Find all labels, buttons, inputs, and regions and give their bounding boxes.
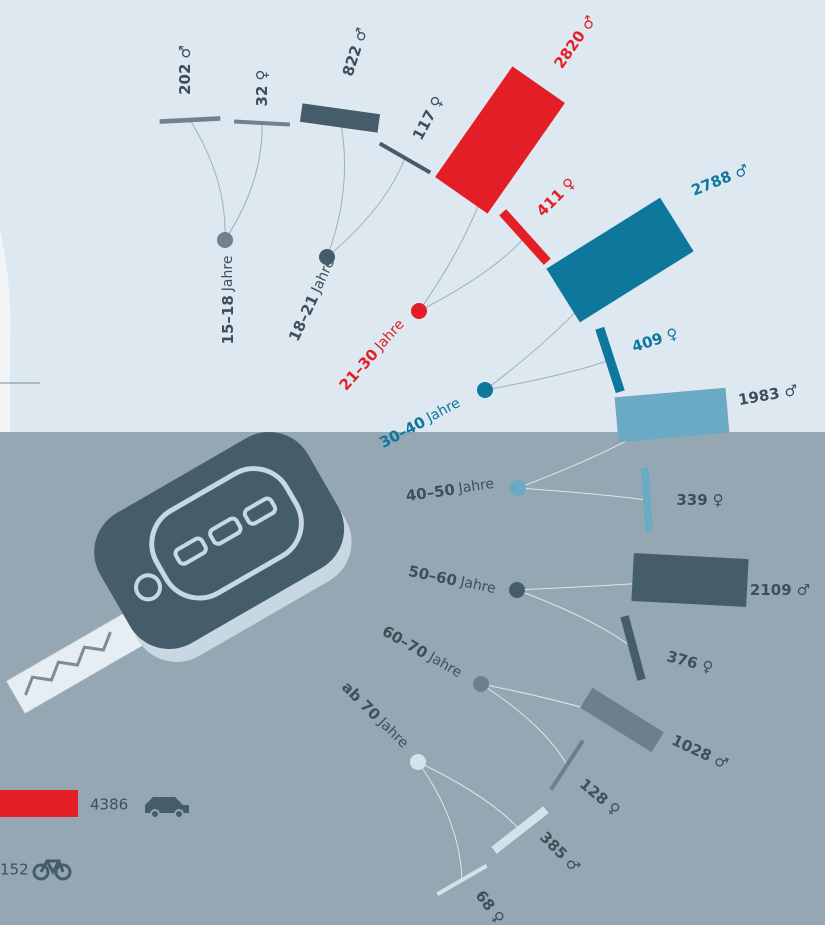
age-dot — [473, 676, 489, 692]
bike-wheel — [32, 863, 50, 881]
connector — [418, 236, 526, 312]
key-button — [208, 516, 243, 546]
bike-total: 152 — [0, 861, 29, 879]
bike-frame — [39, 859, 65, 876]
bar — [640, 467, 654, 533]
car-bar — [0, 790, 78, 817]
connector — [417, 761, 463, 881]
connector — [517, 487, 648, 501]
connector — [484, 359, 611, 391]
value-label: 2109 ♂ — [750, 581, 810, 599]
value: 202 — [176, 64, 194, 95]
gender-symbol: ♂ — [176, 45, 194, 58]
connector — [326, 117, 346, 258]
circle-edge — [0, 230, 11, 432]
key-button — [242, 496, 278, 526]
gender-symbol: ♀ — [253, 70, 271, 81]
age-dot — [411, 303, 427, 319]
labels: 202♂32♀15–18Jahre822♂117♀18–21Jahre2820♂… — [176, 12, 811, 925]
car-icon — [145, 797, 189, 819]
age: 15–18 — [219, 295, 237, 344]
bar — [159, 116, 221, 124]
bar — [378, 141, 432, 175]
bar — [436, 864, 488, 896]
value: 339 — [676, 491, 707, 509]
age-label: 15–18 Jahre — [219, 256, 237, 345]
gender-symbol: ♀ — [713, 491, 724, 509]
bar — [499, 209, 551, 265]
key-buttons-outline — [149, 466, 304, 601]
bar — [435, 66, 565, 214]
bars — [159, 66, 749, 896]
unit: Jahre — [220, 256, 236, 293]
car-wheel — [150, 809, 160, 819]
age-dot — [477, 382, 493, 398]
age-dot — [510, 480, 526, 496]
gender-symbol: ♀ — [700, 656, 715, 676]
age-dot — [217, 232, 233, 248]
top-background — [0, 0, 825, 432]
age-dot — [509, 582, 525, 598]
connector — [224, 122, 263, 241]
age-dot — [319, 249, 335, 265]
key-button — [173, 536, 208, 566]
value-label: 202 ♂ — [176, 45, 194, 95]
bar — [580, 687, 664, 753]
bar — [491, 806, 549, 854]
bar — [549, 739, 585, 791]
bar — [233, 119, 291, 127]
gender-symbol: ♀ — [664, 324, 680, 345]
gender-symbol: ♂ — [732, 160, 751, 182]
unit: Jahre — [458, 574, 497, 597]
value: 2109 — [750, 581, 792, 599]
gender-symbol: ♂ — [797, 581, 810, 599]
bar — [620, 615, 646, 681]
connector — [480, 683, 568, 766]
value-label: 32 ♀ — [253, 70, 271, 107]
bar — [546, 197, 694, 323]
connector — [326, 157, 406, 258]
connector — [417, 761, 521, 831]
key-illustration — [5, 432, 352, 715]
bar — [595, 326, 625, 394]
car-wheel — [174, 809, 184, 819]
value-label: 339 ♀ — [676, 491, 723, 509]
bike-icon — [32, 859, 72, 881]
car-body — [145, 797, 189, 813]
bar — [631, 553, 749, 607]
key-teeth — [24, 631, 112, 696]
connector — [189, 119, 226, 241]
value: 32 — [253, 86, 271, 107]
age-dot — [410, 754, 426, 770]
car-total: 4386 — [90, 796, 128, 814]
gender-symbol: ♂ — [783, 380, 799, 400]
unit: Jahre — [457, 476, 496, 497]
bar — [614, 387, 730, 443]
connector — [516, 589, 634, 649]
key-ring-hole — [134, 573, 163, 602]
gender-symbol: ♂ — [349, 25, 370, 43]
bike-wheel — [54, 863, 72, 881]
bar — [299, 103, 381, 133]
